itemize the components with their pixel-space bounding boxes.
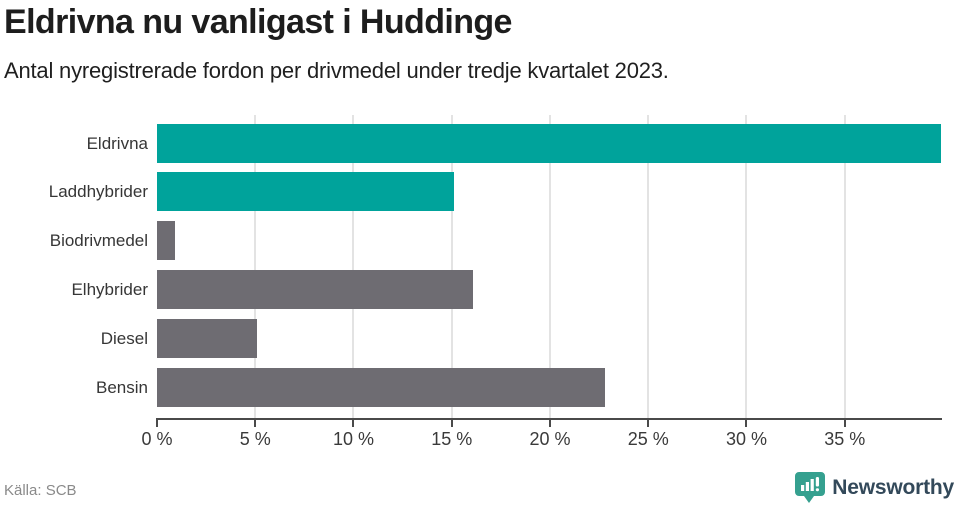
gridline <box>450 115 453 420</box>
gridline <box>843 115 846 420</box>
x-tick-mark <box>450 420 453 427</box>
gridline <box>548 115 551 420</box>
x-tick-label: 10 % <box>332 429 374 449</box>
x-tick-label: 30 % <box>725 429 767 449</box>
newsworthy-wordmark: Newsworthy <box>832 476 954 499</box>
x-tick-mark <box>548 420 551 427</box>
x-tick-label: 15 % <box>431 429 473 449</box>
plot-area <box>157 115 941 420</box>
newsworthy-logo: Newsworthy <box>795 472 954 504</box>
category-label: Biodrivmedel <box>49 231 148 251</box>
gridline <box>647 115 650 420</box>
x-axis: 0 % 5 % 10 % 15 % 20 % 25 % 30 % 35 % <box>141 418 942 454</box>
x-tick-mark <box>647 420 650 427</box>
x-tick-label: 0 % <box>141 429 173 449</box>
x-tick-mark <box>156 420 158 427</box>
bar-diesel <box>157 319 258 359</box>
category-label: Diesel <box>100 329 148 349</box>
x-tick-label: 35 % <box>824 429 866 449</box>
category-label: Elhybrider <box>71 280 148 300</box>
x-tick-mark <box>843 420 846 427</box>
bar-eldrivna <box>157 123 941 163</box>
newsworthy-icon <box>795 472 826 503</box>
category-label: Bensin <box>96 378 148 397</box>
chart-title: Eldrivna nu vanligast i Huddinge <box>4 3 512 41</box>
x-tick-mark <box>352 420 355 427</box>
gridline <box>352 115 355 420</box>
x-tick-label: 20 % <box>529 429 571 449</box>
bar-laddhybrider <box>157 172 454 212</box>
source-note: Källa: SCB <box>4 482 77 499</box>
gridline <box>254 115 257 420</box>
x-tick-label: 25 % <box>627 429 669 449</box>
bar-biodrivmedel <box>157 221 175 261</box>
chart-subtitle: Antal nyregistrerade fordon per drivmede… <box>4 58 669 83</box>
gridline <box>745 115 748 420</box>
x-tick-mark <box>745 420 748 427</box>
category-label: Eldrivna <box>86 133 148 153</box>
x-tick-mark <box>254 420 257 427</box>
bar-bensin <box>157 368 605 407</box>
bar-elhybrider <box>157 270 474 310</box>
category-label: Laddhybrider <box>48 182 148 202</box>
x-tick-label: 5 % <box>239 429 271 449</box>
